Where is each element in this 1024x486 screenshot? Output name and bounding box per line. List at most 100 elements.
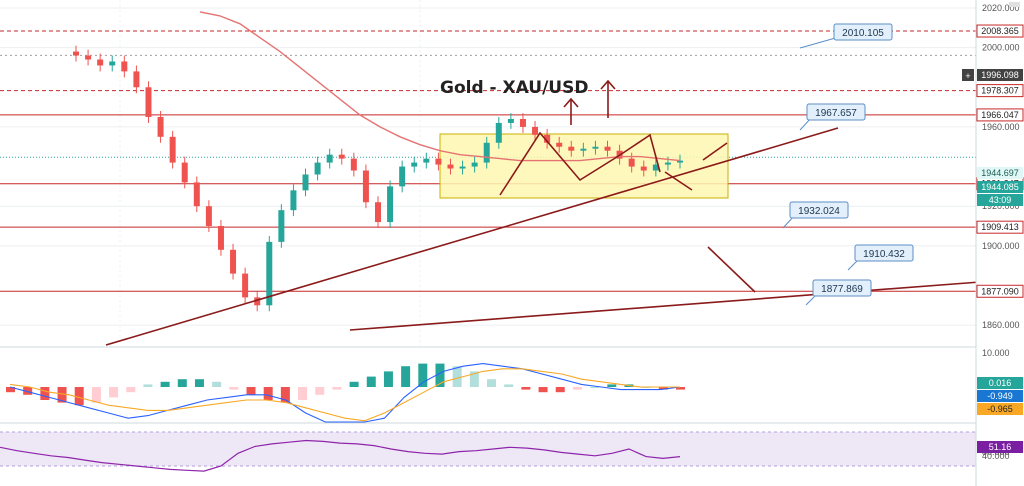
candle-body (532, 126, 539, 135)
level-badge-bg (976, 108, 1024, 122)
macd-histogram-bar (332, 387, 342, 390)
breakout-segment (702, 142, 728, 161)
countdown-badge: 43:09 (989, 195, 1012, 205)
current-price-badge-bg (977, 69, 1023, 81)
candle-body (459, 166, 466, 169)
macd-histogram-bar (607, 384, 617, 387)
up-arrow-icon (600, 79, 616, 118)
level-badge: 1877.090 (981, 286, 1019, 296)
candle-body (447, 164, 454, 169)
rsi-line (0, 439, 681, 472)
candle-body (290, 190, 297, 211)
plus-icon[interactable]: + (965, 71, 970, 81)
macd-histogram-bar (452, 366, 462, 387)
price-callout-box (812, 279, 872, 297)
candle-body (423, 158, 430, 163)
price-tick-label: 2000.000 (982, 43, 1020, 53)
price-tick-label: 1900.000 (982, 241, 1020, 251)
plus-icon-bg[interactable] (962, 69, 974, 81)
candle-body (544, 134, 551, 143)
candle-body (242, 273, 249, 298)
candle-body (507, 118, 514, 123)
macd-histogram-bar (676, 387, 685, 390)
chart-title: Gold - XAU/USD (440, 78, 588, 98)
candle-body (435, 158, 442, 165)
candle-body (483, 142, 490, 163)
macd-histogram-bar (91, 387, 101, 403)
candle-body (350, 158, 357, 171)
rsi-value-badge-bg (977, 441, 1023, 453)
macd-histogram-bar (280, 387, 290, 403)
macd-histogram-value-bg (977, 377, 1023, 389)
macd-histogram-bar (212, 381, 222, 387)
macd-histogram-bar (6, 387, 15, 393)
candle-body (181, 162, 188, 183)
macd-histogram-bar (590, 387, 600, 388)
macd-histogram-bar (401, 366, 411, 387)
macd-histogram-bar (418, 363, 428, 387)
macd-histogram-bar (469, 371, 479, 387)
macd-pane (6, 363, 685, 423)
signal-line (9, 368, 680, 422)
candle-body (628, 158, 635, 167)
candle-body (97, 59, 104, 66)
price-callout-box (854, 244, 914, 262)
candle-body (278, 210, 285, 242)
candle-body (387, 186, 394, 223)
price-tick-label: 1920.000 (982, 201, 1020, 211)
candle-body (73, 51, 79, 56)
candle-body (230, 249, 237, 274)
macd-histogram-bar (23, 387, 33, 395)
candle-body (640, 166, 647, 171)
macd-histogram-bar (349, 381, 359, 387)
candle-body (217, 226, 224, 250)
level-badge-bg (976, 220, 1024, 234)
candle-body (580, 148, 587, 151)
settings-icon[interactable] (1009, 2, 1020, 7)
candle-body (326, 154, 333, 163)
candle-body (399, 166, 406, 187)
macd-histogram-bar (487, 379, 497, 387)
price-axis-badges: 2008.3651978.3071966.0471931.3471909.413… (962, 24, 1024, 453)
candle-body (157, 116, 164, 137)
price-tick-label: 1960.000 (982, 122, 1020, 132)
candle-body (169, 136, 176, 163)
candle-body (556, 142, 563, 147)
level-badge: 1978.307 (981, 86, 1019, 96)
level-badge-bg (976, 84, 1024, 98)
price-tick-label: 2020.000 (982, 3, 1020, 13)
level-badge: 2008.365 (981, 26, 1019, 36)
macd-histogram-bar (538, 387, 548, 393)
rsi-value-badge: 51.16 (989, 442, 1012, 452)
moving-average-line (199, 11, 681, 162)
downside-target-line (707, 246, 756, 293)
macd-tick-label: 10.000 (982, 348, 1010, 358)
candle-body (133, 71, 140, 88)
macd-histogram-bar (366, 376, 376, 387)
level-badge-bg (976, 284, 1024, 298)
macd-histogram-bar (658, 387, 668, 390)
level-badge: 1909.413 (981, 222, 1019, 232)
live-price-badge-bg (977, 181, 1023, 193)
callout-leader (799, 36, 840, 49)
candle-body (519, 118, 526, 127)
macd-histogram-bar (383, 371, 393, 387)
macd-histogram-bar (40, 387, 50, 400)
price-callout-box (833, 23, 893, 41)
macd-line-value-bg (977, 390, 1023, 402)
macd-histogram-bar (572, 387, 582, 390)
candle-body (677, 160, 683, 163)
price-callout-label: 2010.105 (842, 28, 884, 39)
macd-histogram-bar (435, 363, 445, 387)
candle-body (471, 162, 478, 167)
last-price-badge: 1944.697 (981, 168, 1019, 178)
price-tick-label: 1860.000 (982, 320, 1020, 330)
candle-body (193, 182, 200, 207)
macd-histogram-bar (57, 387, 67, 403)
macd-histogram-bar (229, 387, 239, 390)
price-callout-label: 1932.024 (798, 206, 840, 217)
candle-body (568, 146, 575, 151)
price-callout-label: 1877.869 (821, 284, 863, 295)
